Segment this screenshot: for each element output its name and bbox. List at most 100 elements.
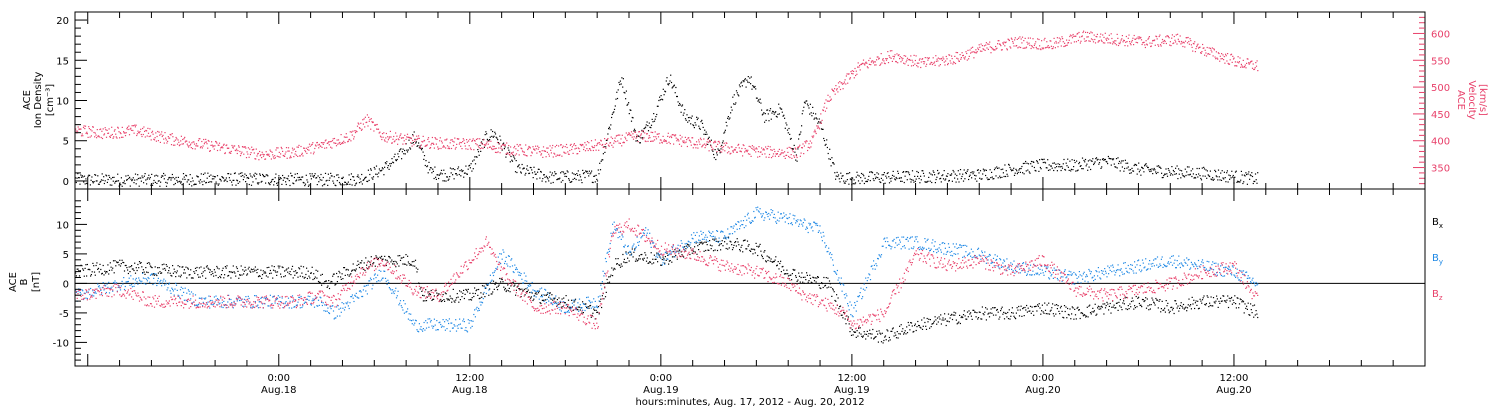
- ion-density-point: [678, 104, 680, 106]
- velocity-point: [182, 138, 184, 141]
- ion-density-point: [1110, 158, 1112, 160]
- bx-point: [789, 274, 791, 276]
- velocity-point: [204, 141, 206, 143]
- ion-density-point: [285, 181, 287, 183]
- ion-density-point: [599, 169, 602, 171]
- velocity-point: [272, 156, 274, 158]
- bx-point: [515, 289, 517, 291]
- bx-point: [432, 298, 434, 300]
- ion-density-point: [1073, 159, 1075, 161]
- bx-point: [90, 275, 92, 277]
- bx-point: [550, 298, 552, 300]
- ion-density-point: [1079, 165, 1081, 167]
- bx-point: [551, 294, 553, 296]
- bx-point: [175, 272, 178, 274]
- velocity-point: [321, 146, 323, 148]
- bx-point: [1251, 312, 1253, 314]
- velocity-point: [625, 138, 627, 140]
- velocity-point: [130, 129, 133, 131]
- velocity-point: [925, 65, 927, 67]
- velocity-point: [1111, 37, 1113, 40]
- velocity-point: [523, 153, 525, 156]
- bx-point: [1186, 310, 1188, 312]
- bx-point: [1103, 313, 1105, 315]
- bx-point: [1236, 297, 1238, 299]
- velocity-point: [1205, 55, 1208, 57]
- velocity-point: [1183, 42, 1185, 44]
- ion-density-point: [842, 175, 844, 177]
- ion-density-point: [77, 173, 79, 175]
- velocity-point: [272, 154, 274, 156]
- velocity-point: [776, 153, 778, 155]
- velocity-point: [237, 150, 239, 152]
- ion-density-point: [1044, 161, 1046, 163]
- velocity-point: [1136, 42, 1139, 44]
- bx-point: [1165, 300, 1167, 302]
- ion-density-point: [1056, 170, 1058, 172]
- velocity-point: [1110, 42, 1112, 44]
- velocity-point: [400, 133, 402, 135]
- ion-density-point: [1062, 163, 1064, 165]
- ion-density-point: [565, 175, 568, 178]
- ion-density-point: [539, 177, 541, 179]
- ion-density-point: [89, 174, 91, 177]
- velocity-point: [464, 145, 466, 147]
- velocity-point: [549, 145, 551, 147]
- bx-point: [629, 254, 631, 256]
- ion-density-point: [671, 87, 673, 89]
- velocity-point: [303, 147, 305, 149]
- bx-point: [935, 319, 937, 321]
- velocity-point: [982, 48, 984, 50]
- velocity-point: [82, 126, 85, 129]
- velocity-point: [771, 149, 773, 151]
- bx-point: [756, 245, 758, 247]
- bx-point: [446, 298, 448, 300]
- ion-density-point: [1160, 167, 1162, 169]
- bx-point: [891, 328, 894, 330]
- ion-density-point: [768, 120, 770, 122]
- velocity-point: [505, 153, 507, 155]
- bx-point: [313, 278, 316, 280]
- velocity-point: [320, 145, 322, 147]
- ion-density-point: [420, 147, 422, 150]
- velocity-point: [571, 148, 573, 151]
- velocity-point: [341, 141, 343, 144]
- ion-density-point: [599, 162, 601, 164]
- ion-density-point: [860, 177, 862, 179]
- ion-density-point: [849, 178, 851, 180]
- bx-point: [843, 312, 845, 314]
- ion-density-point: [137, 174, 139, 176]
- bx-point: [642, 258, 644, 260]
- velocity-point: [545, 156, 547, 158]
- bx-point: [286, 268, 288, 270]
- ion-density-point: [153, 179, 155, 182]
- ion-density-point: [761, 114, 763, 116]
- bx-point: [581, 312, 583, 314]
- bx-point: [256, 272, 258, 274]
- velocity-point: [856, 73, 858, 75]
- ion-density-point: [1147, 166, 1149, 169]
- bx-point: [572, 309, 574, 311]
- bx-point: [366, 268, 368, 270]
- velocity-point: [122, 136, 124, 138]
- ion-density-point: [800, 131, 802, 133]
- ion-density-point: [722, 140, 724, 142]
- bx-point: [344, 274, 346, 276]
- ion-density-point: [258, 182, 260, 184]
- bx-point: [778, 268, 780, 270]
- bx-point: [1015, 318, 1017, 320]
- velocity-point: [685, 141, 687, 143]
- bx-point: [978, 311, 980, 313]
- velocity-point: [705, 143, 707, 145]
- ion-density-point: [938, 172, 940, 174]
- bx-point: [836, 294, 838, 296]
- ion-density-point: [989, 169, 991, 171]
- ion-density-point: [395, 159, 397, 161]
- ion-density-point: [1012, 169, 1014, 171]
- bx-point: [1192, 303, 1194, 305]
- bx-point: [1039, 307, 1041, 309]
- bx-point: [714, 249, 716, 251]
- bx-point: [745, 248, 747, 250]
- velocity-point: [569, 144, 571, 146]
- ion-density-point: [308, 184, 310, 186]
